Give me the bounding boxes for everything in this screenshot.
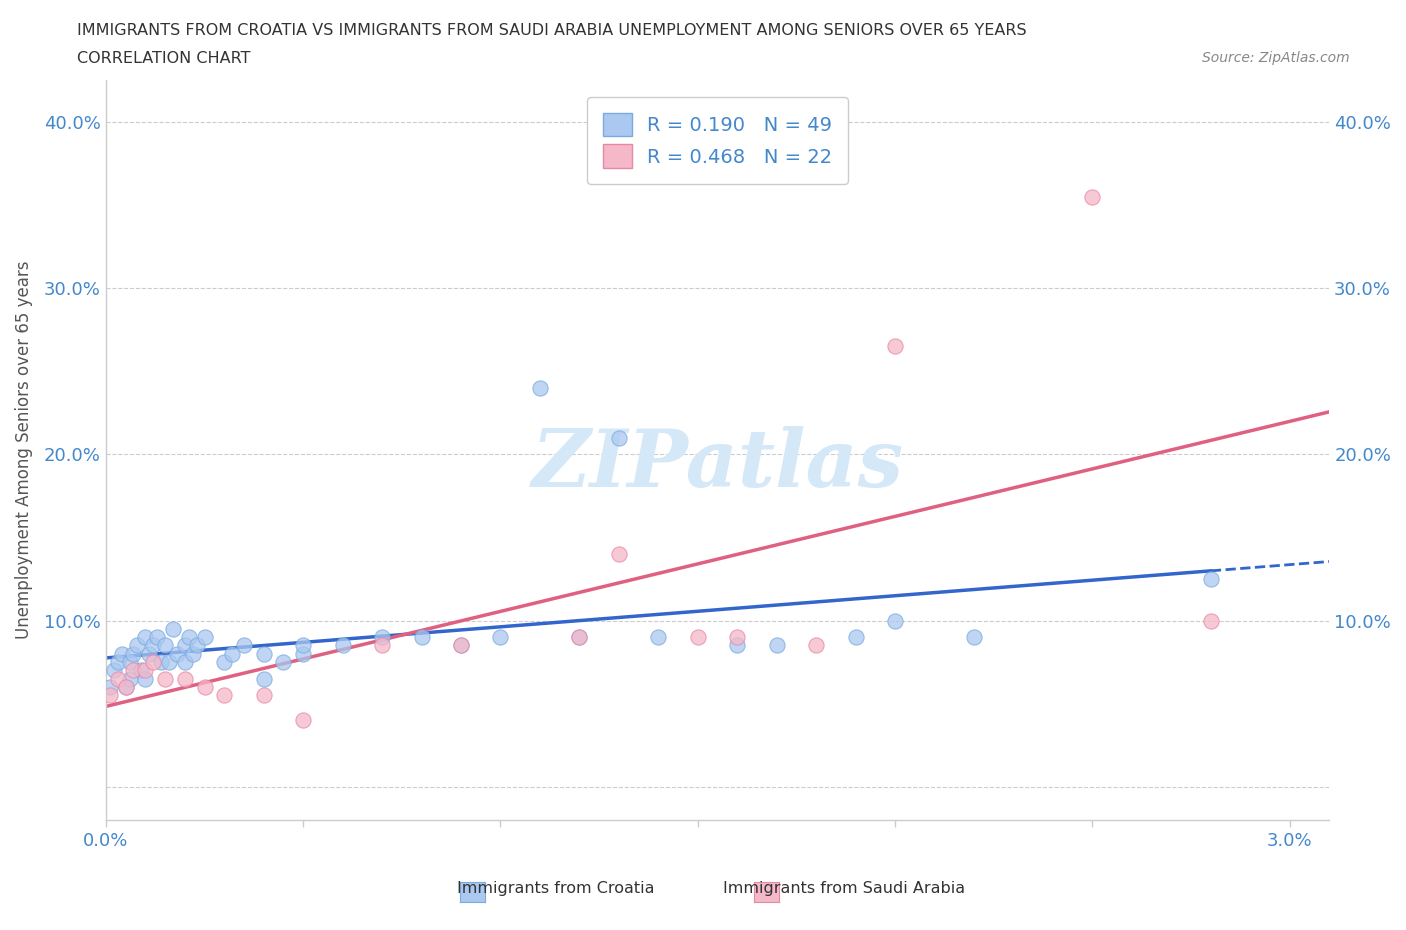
Point	[150, 655, 173, 670]
Point	[1199, 572, 1222, 587]
Point	[134, 630, 156, 644]
Point	[131, 663, 153, 678]
Point	[166, 646, 188, 661]
Point	[173, 671, 195, 686]
Point	[884, 613, 907, 628]
Point	[292, 638, 315, 653]
Point	[371, 630, 394, 644]
Point	[153, 671, 176, 686]
Point	[138, 646, 160, 661]
Point	[450, 638, 472, 653]
Point	[371, 638, 394, 653]
Y-axis label: Unemployment Among Seniors over 65 years: Unemployment Among Seniors over 65 years	[15, 260, 32, 639]
Point	[98, 680, 121, 695]
Point	[212, 655, 235, 670]
Point	[411, 630, 433, 644]
Point	[233, 638, 256, 653]
Point	[134, 671, 156, 686]
Text: Source: ZipAtlas.com: Source: ZipAtlas.com	[1202, 51, 1350, 65]
Point	[1081, 189, 1104, 204]
Point	[221, 646, 243, 661]
Point	[273, 655, 295, 670]
Point	[181, 646, 204, 661]
Point	[157, 655, 180, 670]
Point	[332, 638, 354, 653]
Text: IMMIGRANTS FROM CROATIA VS IMMIGRANTS FROM SAUDI ARABIA UNEMPLOYMENT AMONG SENIO: IMMIGRANTS FROM CROATIA VS IMMIGRANTS FR…	[77, 23, 1026, 38]
Point	[142, 638, 165, 653]
Point	[725, 630, 748, 644]
Point	[725, 638, 748, 653]
Point	[529, 380, 551, 395]
Point	[146, 630, 169, 644]
Point	[568, 630, 591, 644]
Point	[212, 688, 235, 703]
Point	[122, 663, 145, 678]
Point	[193, 630, 215, 644]
Point	[153, 638, 176, 653]
Point	[765, 638, 787, 653]
Point	[134, 663, 156, 678]
Point	[568, 630, 591, 644]
Point	[142, 655, 165, 670]
Text: ZIPatlas: ZIPatlas	[531, 426, 904, 504]
Point	[607, 431, 630, 445]
Point	[107, 655, 129, 670]
Point	[292, 713, 315, 728]
Point	[122, 646, 145, 661]
Point	[98, 688, 121, 703]
Point	[806, 638, 828, 653]
Point	[127, 638, 149, 653]
Point	[173, 638, 195, 653]
Point	[845, 630, 868, 644]
Point	[103, 663, 125, 678]
Point	[1199, 613, 1222, 628]
Point	[114, 680, 136, 695]
Point	[162, 621, 184, 636]
Point	[177, 630, 200, 644]
Point	[253, 671, 276, 686]
Point	[963, 630, 986, 644]
Point	[118, 655, 141, 670]
Point	[173, 655, 195, 670]
Point	[253, 646, 276, 661]
Text: Immigrants from Croatia: Immigrants from Croatia	[457, 881, 654, 896]
Point	[107, 671, 129, 686]
Point	[647, 630, 669, 644]
Point	[118, 671, 141, 686]
Point	[114, 680, 136, 695]
Legend: R = 0.190   N = 49, R = 0.468   N = 22: R = 0.190 N = 49, R = 0.468 N = 22	[588, 98, 848, 183]
Point	[607, 547, 630, 562]
Point	[884, 339, 907, 353]
Point	[686, 630, 709, 644]
Point	[193, 680, 215, 695]
Text: Immigrants from Saudi Arabia: Immigrants from Saudi Arabia	[723, 881, 965, 896]
Point	[292, 646, 315, 661]
Point	[253, 688, 276, 703]
Text: CORRELATION CHART: CORRELATION CHART	[77, 51, 250, 66]
Point	[489, 630, 512, 644]
Point	[450, 638, 472, 653]
Point	[111, 646, 134, 661]
Point	[186, 638, 208, 653]
